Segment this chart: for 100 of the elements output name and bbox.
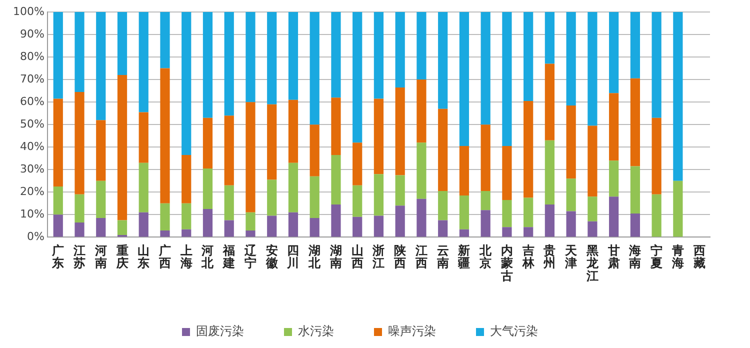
bar [588, 12, 598, 126]
x-tick-label: 宁夏 [650, 244, 663, 270]
bar [53, 186, 63, 215]
bar [53, 98, 63, 187]
bar [117, 12, 128, 76]
bar [544, 64, 555, 140]
bar [566, 211, 576, 237]
bar [652, 194, 662, 237]
bar [288, 212, 298, 237]
bar [288, 162, 298, 212]
bar [288, 12, 298, 100]
bar [459, 12, 470, 146]
y-tick-label: 20% [20, 185, 44, 198]
legend-label: 大气污染 [490, 324, 538, 338]
bar [202, 12, 213, 118]
bar [331, 12, 341, 98]
x-tick-label: 安徽 [264, 244, 279, 270]
x-tick-label: 重庆 [115, 244, 128, 270]
bar [160, 12, 170, 68]
bar [588, 221, 598, 237]
bar [246, 102, 256, 212]
bar [566, 12, 576, 106]
y-tick-label: 60% [20, 94, 44, 108]
bar [609, 160, 619, 197]
bar [138, 12, 148, 112]
bar [224, 116, 234, 186]
bar [202, 118, 213, 169]
bar [673, 180, 683, 237]
x-tick-label: 辽宁 [243, 244, 258, 270]
bar [416, 198, 426, 237]
x-tick-label: 新疆 [457, 244, 470, 270]
bar [395, 206, 405, 237]
bar [267, 12, 277, 104]
bar [160, 230, 170, 237]
bar [74, 12, 84, 92]
bar [609, 12, 619, 94]
bar [138, 112, 148, 163]
bar [352, 216, 362, 237]
bar [352, 142, 362, 186]
bar [524, 12, 534, 101]
x-tick-label: 天津 [564, 244, 578, 270]
bar [246, 230, 256, 237]
bar [96, 180, 106, 218]
bar [117, 75, 128, 220]
x-tick-label: 陕西 [393, 244, 408, 270]
bar [524, 198, 534, 228]
bar [652, 118, 662, 194]
bar [652, 12, 662, 118]
bar [630, 214, 640, 237]
bar [310, 218, 320, 237]
bar [588, 196, 598, 222]
x-tick-label: 河北 [200, 244, 215, 270]
bar [374, 12, 384, 99]
bar [182, 203, 192, 230]
bar [182, 155, 192, 204]
bar [374, 216, 384, 237]
bar [224, 220, 234, 237]
x-tick-label: 河南 [94, 244, 107, 270]
bar [246, 12, 256, 102]
y-tick-label: 70% [20, 72, 44, 86]
bar [566, 178, 576, 212]
y-tick-label: 100% [12, 4, 44, 18]
bar [459, 229, 470, 237]
bar [53, 12, 63, 99]
bar [246, 212, 256, 230]
bar [438, 108, 448, 192]
bar [352, 12, 362, 143]
bar [416, 12, 426, 80]
x-tick-label: 海南 [628, 244, 642, 270]
y-tick-label: 0% [26, 230, 44, 244]
bar [630, 166, 640, 214]
bar [395, 12, 405, 88]
x-tick-label: 广西 [158, 244, 171, 270]
bar [267, 216, 277, 237]
y-tick-label: 80% [20, 50, 44, 63]
x-tick-label: 湖南 [328, 244, 342, 270]
bar [609, 196, 619, 237]
bar [202, 209, 213, 237]
x-tick-label: 黑龙江 [585, 244, 600, 283]
x-tick-label: 西藏 [692, 244, 706, 270]
x-tick-label: 上海 [179, 244, 192, 270]
bar [331, 204, 341, 237]
bar [74, 92, 84, 194]
bar [374, 98, 384, 174]
bar [224, 12, 234, 116]
x-tick-label: 江西 [414, 244, 428, 270]
bar [202, 168, 213, 210]
bar [96, 120, 106, 181]
bar [267, 104, 277, 180]
x-tick-label: 山东 [136, 244, 150, 270]
bar [502, 200, 512, 228]
bar [438, 12, 448, 109]
y-tick-label: 50% [20, 117, 44, 130]
bar [459, 146, 470, 196]
bar [331, 98, 341, 155]
bar [438, 220, 448, 237]
bar [288, 100, 298, 163]
bar [160, 203, 170, 230]
bar [96, 218, 106, 237]
x-tick-label: 四川 [286, 244, 300, 270]
